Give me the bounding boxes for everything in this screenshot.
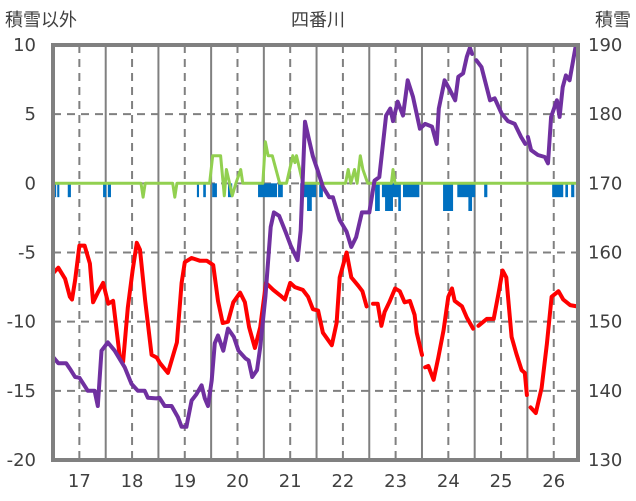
x-tick-label: 24 <box>437 471 460 492</box>
green-series-line <box>51 140 580 199</box>
left-axis-label: 積雪以外 <box>5 10 77 31</box>
y-right-tick-label: 150 <box>588 312 622 333</box>
x-tick-label: 26 <box>542 471 565 492</box>
blue-bar <box>107 183 111 198</box>
right-axis-label: 積雪 <box>595 10 631 31</box>
x-tick-label: 20 <box>226 471 249 492</box>
blue-bar <box>457 183 476 198</box>
x-tick-label: 22 <box>331 471 354 492</box>
x-tick-label: 23 <box>384 471 407 492</box>
y-left-tick-label: -20 <box>7 450 36 471</box>
x-tick-label: 18 <box>121 471 144 492</box>
blue-bar <box>571 183 575 198</box>
blue-bar <box>468 183 473 211</box>
y-left-tick-label: 10 <box>13 35 36 56</box>
blue-bar <box>375 183 380 211</box>
x-tick-label: 17 <box>68 471 91 492</box>
y-right-tick-label: 170 <box>588 173 622 194</box>
blue-bar <box>565 183 568 198</box>
red-series-line <box>51 240 579 415</box>
x-tick-label: 19 <box>173 471 196 492</box>
y-left-tick-label: 0 <box>25 173 36 194</box>
tick-labels: 10 5 0 -5 -10 -15 -20 190 180 170 160 150 140 130 17 18… <box>7 35 623 492</box>
blue-bar <box>67 183 71 198</box>
y-left-tick-label: -15 <box>7 381 36 402</box>
blue-bar <box>319 183 323 198</box>
blue-bar <box>212 183 217 198</box>
chart-title: 四番川 <box>291 10 345 31</box>
y-right-tick-label: 160 <box>588 243 622 264</box>
blue-bar <box>278 183 283 198</box>
purple-series-line <box>51 43 578 429</box>
blue-bars <box>54 183 578 211</box>
blue-bar <box>54 183 57 198</box>
x-tick-label: 21 <box>279 471 302 492</box>
x-tick-label: 25 <box>490 471 513 492</box>
y-left-tick-label: -5 <box>18 243 36 264</box>
y-right-tick-label: 180 <box>588 104 622 125</box>
blue-bar <box>443 183 454 211</box>
blue-bar <box>57 183 60 198</box>
y-right-tick-label: 130 <box>588 450 622 471</box>
blue-bar <box>385 183 393 211</box>
plot-frame <box>51 43 580 462</box>
blue-bar <box>403 183 420 198</box>
blue-bar <box>484 183 488 198</box>
series-lines <box>51 43 580 429</box>
blue-bar <box>552 183 564 198</box>
y-left-tick-label: 5 <box>25 104 36 125</box>
y-right-tick-label: 190 <box>588 35 622 56</box>
blue-bar <box>307 183 312 211</box>
blue-bar <box>203 183 206 198</box>
blue-bar <box>196 183 200 198</box>
blue-bar <box>103 183 107 198</box>
blue-bar <box>258 183 278 198</box>
y-right-tick-label: 140 <box>588 381 622 402</box>
y-left-tick-label: -10 <box>7 312 36 333</box>
blue-bar <box>398 183 401 211</box>
